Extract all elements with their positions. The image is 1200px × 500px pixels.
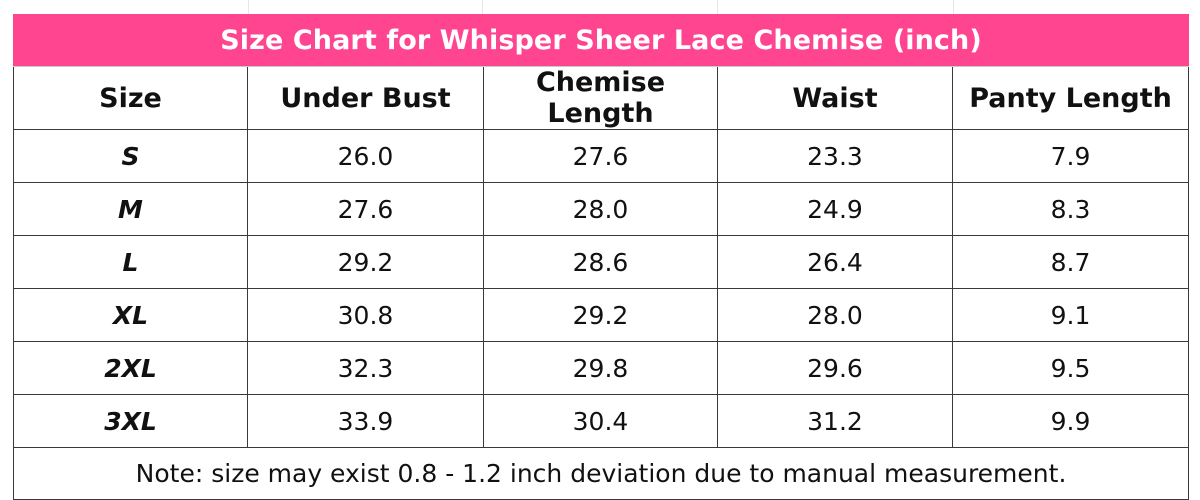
background-gridline [953, 0, 954, 14]
chemise-length-value: 30.4 [483, 394, 718, 448]
chemise-length-value: 29.8 [483, 341, 718, 395]
column-header-size: Size [13, 66, 248, 130]
waist-value: 29.6 [717, 341, 953, 395]
chart-title: Size Chart for Whisper Sheer Lace Chemis… [12, 14, 1190, 67]
title-row: Size Chart for Whisper Sheer Lace Chemis… [12, 14, 1190, 67]
under-bust-value: 26.0 [247, 129, 484, 183]
background-gridline [482, 0, 483, 14]
table-row: XL 30.8 29.2 28.0 9.1 [13, 288, 1190, 342]
table-row: L 29.2 28.6 26.4 8.7 [13, 235, 1190, 289]
size-label: M [13, 182, 248, 236]
column-header-panty-length: Panty Length [951, 66, 1190, 130]
under-bust-value: 32.3 [247, 341, 484, 395]
under-bust-value: 30.8 [247, 288, 484, 342]
measurement-note: Note: size may exist 0.8 - 1.2 inch devi… [12, 447, 1190, 500]
panty-length-value: 8.3 [951, 182, 1190, 236]
chemise-length-value: 28.6 [483, 235, 718, 289]
size-label: S [13, 129, 248, 183]
under-bust-value: 29.2 [247, 235, 484, 289]
background-gridline [717, 0, 718, 14]
chemise-length-value: 28.0 [483, 182, 718, 236]
column-header-under-bust: Under Bust [247, 66, 484, 130]
column-header-chemise-length: Chemise Length [483, 66, 718, 130]
column-header-waist: Waist [717, 66, 953, 130]
panty-length-value: 7.9 [951, 129, 1190, 183]
table-row: S 26.0 27.6 23.3 7.9 [13, 129, 1190, 183]
waist-value: 23.3 [717, 129, 953, 183]
chemise-length-value: 29.2 [483, 288, 718, 342]
waist-value: 28.0 [717, 288, 953, 342]
chemise-length-value: 27.6 [483, 129, 718, 183]
under-bust-value: 33.9 [247, 394, 484, 448]
panty-length-value: 9.9 [951, 394, 1190, 448]
size-chart-table: Size Chart for Whisper Sheer Lace Chemis… [12, 14, 1190, 500]
panty-length-value: 9.5 [951, 341, 1190, 395]
size-label: 3XL [13, 394, 248, 448]
under-bust-value: 27.6 [247, 182, 484, 236]
background-gridline [248, 0, 249, 14]
waist-value: 26.4 [717, 235, 953, 289]
size-label: 2XL [13, 341, 248, 395]
size-label: L [13, 235, 248, 289]
header-row: Size Under Bust Chemise Length Waist Pan… [13, 66, 1190, 130]
note-row: Note: size may exist 0.8 - 1.2 inch devi… [12, 447, 1190, 500]
table-row: 3XL 33.9 30.4 31.2 9.9 [13, 394, 1190, 448]
table-row: 2XL 32.3 29.8 29.6 9.5 [13, 341, 1190, 395]
panty-length-value: 8.7 [951, 235, 1190, 289]
panty-length-value: 9.1 [951, 288, 1190, 342]
waist-value: 24.9 [717, 182, 953, 236]
size-label: XL [13, 288, 248, 342]
table-row: M 27.6 28.0 24.9 8.3 [13, 182, 1190, 236]
waist-value: 31.2 [717, 394, 953, 448]
